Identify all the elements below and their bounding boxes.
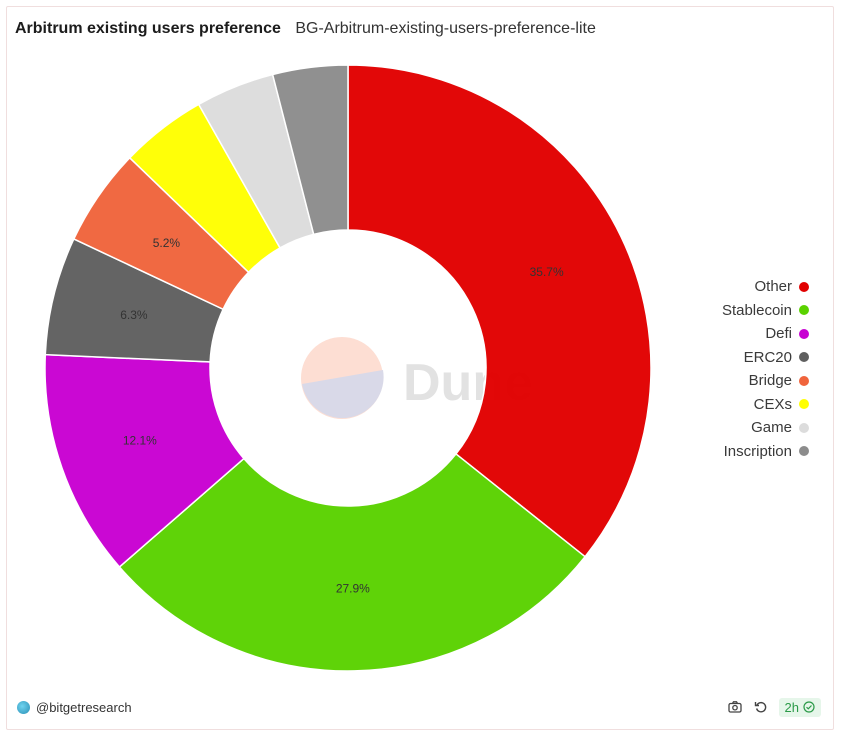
- legend-label: Other: [754, 278, 792, 296]
- chart-title: Arbitrum existing users preference: [15, 20, 281, 37]
- legend-swatch: [799, 422, 809, 433]
- legend-item-game[interactable]: Game: [722, 416, 809, 440]
- query-name[interactable]: BG-Arbitrum-existing-users-preference-li…: [295, 20, 596, 37]
- donut-chart: Dune 35.7%27.9%12.1%6.3%5.2%: [44, 64, 652, 672]
- camera-icon[interactable]: [725, 697, 745, 717]
- dune-logo-icon-lower: [302, 370, 384, 419]
- legend-swatch: [799, 352, 809, 363]
- legend-item-defi[interactable]: Defi: [722, 322, 809, 346]
- author-handle[interactable]: @bitgetresearch: [36, 700, 132, 715]
- legend-label: Defi: [765, 325, 792, 343]
- legend-label: CEXs: [753, 395, 792, 413]
- legend-item-bridge[interactable]: Bridge: [722, 369, 809, 393]
- refresh-icon[interactable]: [751, 697, 771, 717]
- legend-swatch: [799, 281, 809, 292]
- author-avatar: [17, 701, 30, 714]
- legend-swatch: [799, 399, 809, 410]
- slice-label-bridge: 5.2%: [153, 236, 181, 250]
- legend-item-stablecoin[interactable]: Stablecoin: [722, 299, 809, 323]
- legend-item-erc20[interactable]: ERC20: [722, 346, 809, 370]
- slice-other[interactable]: [347, 64, 652, 558]
- legend-item-other[interactable]: Other: [722, 275, 809, 299]
- check-circle-icon: [803, 701, 815, 713]
- legend-label: Bridge: [748, 372, 792, 390]
- chart-actions: 2h: [719, 697, 821, 717]
- slice-inscription[interactable]: [271, 64, 349, 236]
- legend-item-cexs[interactable]: CEXs: [722, 393, 809, 417]
- legend-swatch: [799, 305, 809, 316]
- slice-label-other: 35.7%: [530, 265, 564, 279]
- slice-stablecoin[interactable]: [118, 452, 587, 672]
- legend-swatch: [799, 375, 809, 386]
- refresh-age: 2h: [784, 699, 799, 715]
- author-link[interactable]: @bitgetresearch: [17, 700, 132, 715]
- legend-item-inscription[interactable]: Inscription: [722, 440, 809, 464]
- refresh-status-badge[interactable]: 2h: [778, 697, 821, 717]
- slice-label-stablecoin: 27.9%: [336, 581, 370, 595]
- slice-label-defi: 12.1%: [123, 434, 157, 448]
- chart-header: Arbitrum existing users preference BG-Ar…: [15, 20, 596, 38]
- legend-label: Inscription: [723, 442, 792, 460]
- chart-legend: Other Stablecoin Defi ERC20 Bridge CEXs Game In…: [722, 275, 809, 463]
- slice-defi[interactable]: [44, 353, 245, 569]
- legend-label: ERC20: [743, 348, 792, 366]
- legend-swatch: [799, 328, 809, 339]
- legend-label: Stablecoin: [721, 301, 792, 319]
- legend-label: Game: [751, 419, 792, 437]
- legend-swatch: [799, 446, 809, 457]
- slice-label-erc20: 6.3%: [120, 308, 148, 322]
- chart-card: Arbitrum existing users preference BG-Ar…: [6, 6, 834, 730]
